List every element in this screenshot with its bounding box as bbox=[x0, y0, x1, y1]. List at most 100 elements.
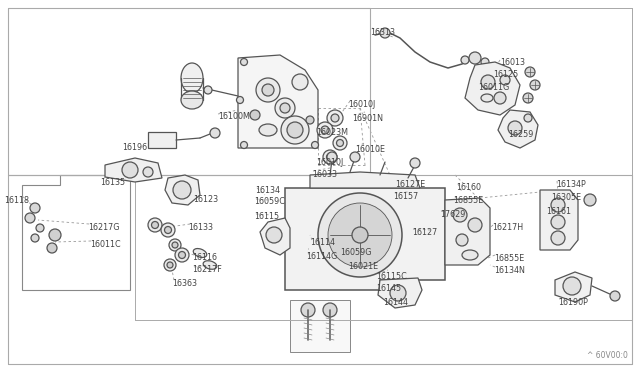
Text: 16855E: 16855E bbox=[453, 196, 483, 205]
Text: 16115: 16115 bbox=[254, 212, 279, 221]
Polygon shape bbox=[285, 188, 445, 290]
Circle shape bbox=[301, 303, 315, 317]
Text: 16115C: 16115C bbox=[376, 272, 407, 281]
Text: 16114G: 16114G bbox=[306, 252, 337, 261]
Circle shape bbox=[494, 92, 506, 104]
Text: 16116: 16116 bbox=[192, 253, 217, 262]
Circle shape bbox=[172, 242, 178, 248]
Circle shape bbox=[331, 114, 339, 122]
Circle shape bbox=[312, 141, 319, 148]
Text: 16011G: 16011G bbox=[478, 83, 509, 92]
Text: 16021E: 16021E bbox=[348, 262, 378, 271]
Text: 16901N: 16901N bbox=[352, 114, 383, 123]
Text: 16145: 16145 bbox=[376, 284, 401, 293]
Circle shape bbox=[49, 229, 61, 241]
Text: 16135: 16135 bbox=[100, 178, 125, 187]
Circle shape bbox=[287, 122, 303, 138]
Text: 16217H: 16217H bbox=[492, 223, 523, 232]
Text: 16217G: 16217G bbox=[88, 223, 120, 232]
Circle shape bbox=[328, 203, 392, 267]
Circle shape bbox=[292, 74, 308, 90]
Text: 16023M: 16023M bbox=[316, 128, 348, 137]
Text: 16363: 16363 bbox=[172, 279, 197, 288]
Polygon shape bbox=[238, 55, 318, 148]
Text: ^ 60V00:0: ^ 60V00:0 bbox=[587, 351, 628, 360]
Circle shape bbox=[323, 150, 337, 164]
Text: 16259: 16259 bbox=[508, 130, 533, 139]
Circle shape bbox=[390, 285, 406, 301]
Circle shape bbox=[333, 136, 347, 150]
Polygon shape bbox=[540, 190, 578, 250]
Circle shape bbox=[143, 167, 153, 177]
Text: 16134P: 16134P bbox=[556, 180, 586, 189]
Circle shape bbox=[469, 52, 481, 64]
Text: 16123: 16123 bbox=[193, 195, 218, 204]
Text: 16011C: 16011C bbox=[90, 240, 120, 249]
Circle shape bbox=[173, 181, 191, 199]
Ellipse shape bbox=[181, 91, 203, 109]
Circle shape bbox=[275, 98, 295, 118]
Text: 16100M: 16100M bbox=[218, 112, 250, 121]
Circle shape bbox=[30, 203, 40, 213]
Circle shape bbox=[161, 223, 175, 237]
Text: 16133: 16133 bbox=[188, 223, 213, 232]
Text: 16059G: 16059G bbox=[340, 248, 371, 257]
Polygon shape bbox=[310, 172, 420, 188]
Circle shape bbox=[204, 86, 212, 94]
Circle shape bbox=[481, 75, 495, 89]
Circle shape bbox=[525, 67, 535, 77]
Circle shape bbox=[321, 126, 329, 134]
Circle shape bbox=[318, 193, 402, 277]
Circle shape bbox=[36, 224, 44, 232]
Ellipse shape bbox=[259, 124, 277, 136]
Polygon shape bbox=[465, 62, 520, 115]
Ellipse shape bbox=[203, 261, 217, 269]
Circle shape bbox=[167, 262, 173, 268]
Circle shape bbox=[179, 251, 186, 259]
Circle shape bbox=[175, 248, 189, 262]
Text: 16059C: 16059C bbox=[254, 197, 285, 206]
Circle shape bbox=[164, 259, 176, 271]
Text: 16118: 16118 bbox=[4, 196, 29, 205]
Ellipse shape bbox=[462, 250, 478, 260]
Circle shape bbox=[468, 218, 482, 232]
Circle shape bbox=[327, 110, 343, 126]
Text: 16134: 16134 bbox=[255, 186, 280, 195]
Circle shape bbox=[148, 218, 162, 232]
Circle shape bbox=[610, 291, 620, 301]
Ellipse shape bbox=[181, 63, 203, 93]
Circle shape bbox=[250, 110, 260, 120]
Circle shape bbox=[551, 215, 565, 229]
Text: 16013: 16013 bbox=[500, 58, 525, 67]
Circle shape bbox=[500, 75, 510, 85]
Polygon shape bbox=[165, 175, 200, 205]
Text: 16190P: 16190P bbox=[558, 298, 588, 307]
Circle shape bbox=[523, 93, 533, 103]
Circle shape bbox=[461, 56, 469, 64]
Circle shape bbox=[164, 227, 172, 234]
Circle shape bbox=[241, 141, 248, 148]
Circle shape bbox=[256, 78, 280, 102]
Circle shape bbox=[237, 96, 243, 103]
Text: 16855E: 16855E bbox=[494, 254, 524, 263]
Circle shape bbox=[563, 277, 581, 295]
Circle shape bbox=[317, 122, 333, 138]
Bar bbox=[148, 132, 176, 148]
Circle shape bbox=[508, 121, 522, 135]
Circle shape bbox=[410, 158, 420, 168]
Circle shape bbox=[281, 116, 309, 144]
Text: 16313: 16313 bbox=[370, 28, 395, 37]
Circle shape bbox=[266, 227, 282, 243]
Circle shape bbox=[327, 152, 337, 162]
Circle shape bbox=[524, 114, 532, 122]
Ellipse shape bbox=[481, 94, 493, 102]
Circle shape bbox=[456, 234, 468, 246]
Text: 16010J: 16010J bbox=[316, 158, 343, 167]
Circle shape bbox=[122, 162, 138, 178]
Circle shape bbox=[169, 239, 181, 251]
Circle shape bbox=[25, 213, 35, 223]
Circle shape bbox=[337, 140, 344, 147]
Text: 16127E: 16127E bbox=[395, 180, 425, 189]
Circle shape bbox=[210, 128, 220, 138]
Circle shape bbox=[551, 198, 565, 212]
